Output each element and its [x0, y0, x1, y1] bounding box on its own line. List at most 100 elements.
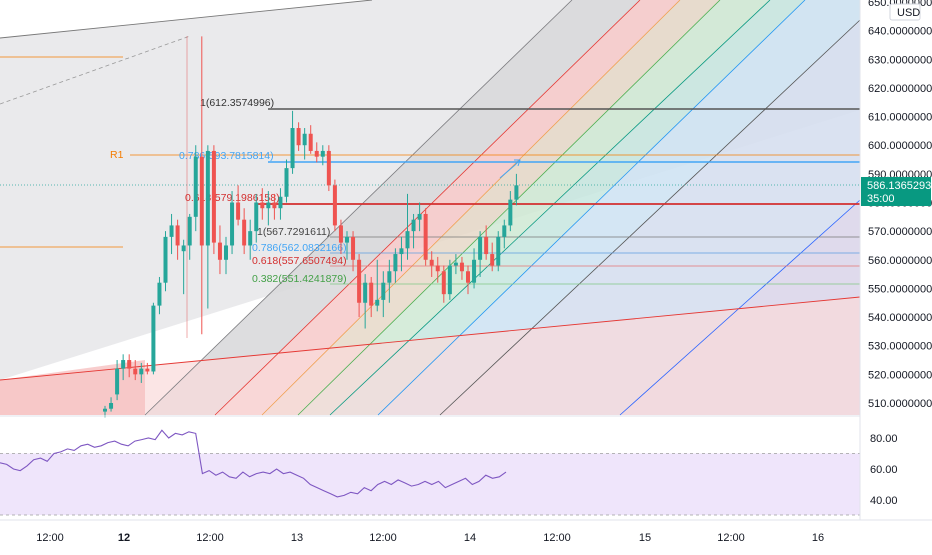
countdown-label: 35:00 [867, 193, 895, 205]
candle-body[interactable] [139, 368, 144, 375]
candle-body[interactable] [496, 236, 501, 266]
candle-body[interactable] [296, 128, 301, 146]
candle-body[interactable] [314, 150, 319, 157]
time-axis[interactable]: 12:00 12 12:00 13 12:00 14 12:00 15 12:00 16 [0, 519, 932, 550]
candle-body[interactable] [175, 225, 180, 246]
candle-body[interactable] [121, 360, 126, 369]
candle-body[interactable] [115, 368, 120, 395]
candle-body[interactable] [478, 236, 483, 260]
candle-body[interactable] [490, 254, 495, 266]
candle-body[interactable] [230, 202, 235, 246]
candle-body[interactable] [417, 213, 422, 220]
candle-body[interactable] [248, 231, 253, 246]
fib-label-786-a: 0.786(593.7815814) [179, 150, 274, 162]
candle-body[interactable] [423, 213, 428, 260]
candle-body[interactable] [399, 248, 404, 255]
candle-body[interactable] [393, 254, 398, 272]
candle-body[interactable] [163, 236, 168, 283]
candle-body[interactable] [338, 225, 343, 243]
candle-body[interactable] [405, 231, 410, 249]
currency-badge[interactable] [889, 3, 921, 21]
r1-label: R1 [110, 149, 124, 161]
candle-body[interactable] [326, 150, 331, 186]
time-tick-label: 12:00 [717, 532, 745, 544]
candle-body[interactable] [236, 202, 241, 220]
candle-body[interactable] [266, 202, 271, 209]
candle-body[interactable] [466, 271, 470, 283]
candle-body[interactable] [472, 259, 477, 283]
time-tick-label: 12:00 [36, 532, 64, 544]
candle-body[interactable] [145, 368, 150, 372]
candle-body[interactable] [375, 299, 380, 306]
candlestick-series[interactable] [103, 36, 519, 418]
candle-body[interactable] [441, 271, 446, 295]
candle-body[interactable] [193, 156, 198, 217]
candle-body[interactable] [459, 262, 464, 272]
price-tick-label: 600.0000000 [868, 140, 932, 152]
fib-label-382-b: 0.382(551.4241879) [252, 273, 347, 285]
candle-body[interactable] [284, 168, 289, 197]
fib-channel-drawing[interactable] [0, 0, 861, 416]
candle-body[interactable] [332, 185, 337, 226]
candle-body[interactable] [169, 225, 174, 237]
candle-body[interactable] [254, 202, 259, 232]
candle-body[interactable] [508, 199, 513, 226]
candle-body[interactable] [278, 196, 283, 209]
candle-body[interactable] [363, 282, 368, 303]
candle-body[interactable] [157, 282, 162, 306]
currency-label: USD [897, 7, 920, 19]
horizontal-levels[interactable] [0, 36, 860, 338]
candle-body[interactable] [320, 150, 325, 157]
candle-body[interactable] [199, 156, 204, 246]
candle-body[interactable] [351, 236, 356, 260]
candle-body[interactable] [453, 262, 458, 266]
time-tick-label: 13 [291, 532, 303, 544]
rsi-line [0, 429, 507, 498]
candle-body[interactable] [242, 219, 247, 246]
candle-body[interactable] [103, 408, 107, 412]
time-tick-label: 12:00 [196, 532, 224, 544]
fib-label-1-b: 1(567.7291611) [257, 226, 330, 238]
candle-body[interactable] [211, 150, 216, 243]
candle-body[interactable] [502, 225, 507, 237]
candle-body[interactable] [260, 202, 265, 209]
price-tick-label: 530.0000000 [868, 341, 932, 353]
candle-body[interactable] [387, 271, 392, 283]
candle-body[interactable] [217, 242, 222, 260]
candle-body[interactable] [127, 360, 132, 369]
candle-body[interactable] [381, 282, 386, 300]
candle-body[interactable] [357, 259, 362, 303]
time-tick-label: 15 [639, 532, 651, 544]
candle-body[interactable] [181, 245, 186, 252]
fib-label-786-b: 0.786(562.0832166) [252, 242, 347, 254]
current-price-label: 586.1365293 [867, 180, 931, 192]
candle-body[interactable] [308, 133, 313, 151]
price-tick-label: 610.0000000 [868, 112, 932, 124]
candle-body[interactable] [302, 133, 307, 146]
price-tick-label: 520.0000000 [868, 369, 932, 381]
candle-body[interactable] [429, 259, 434, 266]
candle-body[interactable] [369, 282, 374, 306]
candle-body[interactable] [411, 219, 416, 232]
candle-body[interactable] [133, 368, 138, 375]
candle-body[interactable] [290, 128, 295, 169]
candle-body[interactable] [272, 202, 277, 209]
rsi-pane[interactable] [0, 415, 860, 520]
candle-body[interactable] [205, 150, 210, 246]
price-tick-label: 540.0000000 [868, 312, 932, 324]
candle-body[interactable] [447, 265, 452, 295]
candle-body[interactable] [187, 216, 192, 246]
time-tick-label: 12:00 [543, 532, 571, 544]
candle-body[interactable] [109, 403, 114, 409]
time-tick-label: 14 [464, 532, 476, 544]
candle-body[interactable] [514, 185, 519, 200]
candle-body[interactable] [224, 245, 228, 260]
candle-body[interactable] [484, 236, 489, 255]
price-axis[interactable]: 650.0000000640.0000000630.0000000620.000… [859, 0, 932, 520]
candle-body[interactable] [435, 265, 440, 272]
fib-label-top: 1(612.3574996) [200, 97, 274, 109]
candle-body[interactable] [151, 305, 156, 372]
candle-body[interactable] [345, 236, 349, 243]
